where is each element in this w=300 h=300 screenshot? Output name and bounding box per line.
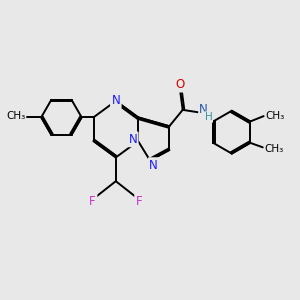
Text: CH₃: CH₃ (264, 143, 284, 154)
Text: CH₃: CH₃ (6, 111, 26, 121)
Text: N: N (128, 133, 137, 146)
Text: F: F (136, 195, 142, 208)
Text: N: N (111, 94, 120, 107)
Text: N: N (149, 159, 158, 172)
Text: N: N (199, 103, 208, 116)
Text: F: F (89, 195, 96, 208)
Text: CH₃: CH₃ (265, 110, 284, 121)
Text: H: H (205, 112, 212, 122)
Text: O: O (175, 78, 184, 91)
